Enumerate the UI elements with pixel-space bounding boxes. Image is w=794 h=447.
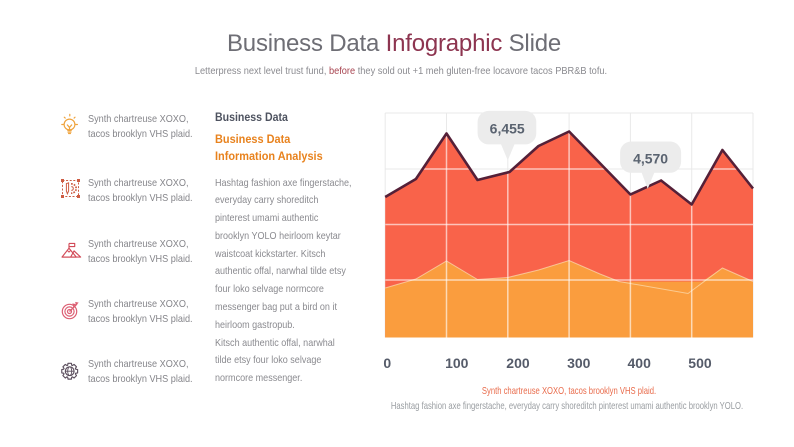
svg-text:6,455: 6,455 [490, 121, 525, 137]
svg-text:4,570: 4,570 [633, 151, 668, 167]
